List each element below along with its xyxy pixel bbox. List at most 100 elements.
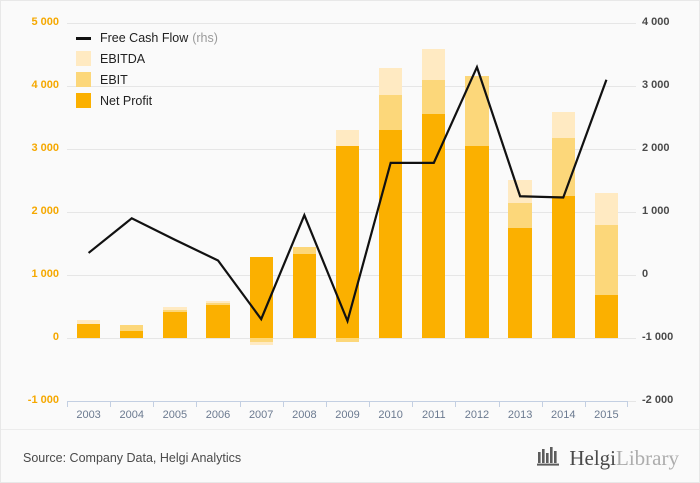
bar-group[interactable]	[551, 23, 575, 401]
bar-segment[interactable]	[76, 324, 101, 338]
x-axis-label: 2004	[119, 409, 144, 421]
bar-segment[interactable]	[120, 331, 144, 338]
bar-segment[interactable]	[335, 130, 360, 146]
x-axis-tick	[498, 401, 500, 407]
bar-segment[interactable]	[163, 307, 187, 310]
x-axis-label: 2015	[594, 409, 619, 421]
bar-segment[interactable]	[508, 228, 532, 338]
bar-group[interactable]	[206, 23, 230, 401]
source-note: Source: Company Data, Helgi Analytics	[23, 451, 242, 465]
bar-segment[interactable]	[465, 146, 489, 338]
bar-segment[interactable]	[465, 75, 489, 147]
bar-segment[interactable]	[594, 295, 619, 338]
brand-logo: Helgi Library	[537, 445, 679, 472]
bar-group[interactable]	[465, 23, 489, 401]
bar-segment[interactable]	[594, 193, 619, 225]
x-axis-label: 2008	[292, 409, 317, 421]
x-axis-label: 2003	[76, 409, 101, 421]
gridline	[67, 23, 628, 24]
plot-area	[67, 23, 636, 402]
bar-segment[interactable]	[120, 324, 144, 332]
bar-group[interactable]	[594, 23, 619, 401]
y-axis-right-tick	[628, 149, 636, 150]
bar-segment[interactable]	[292, 247, 316, 255]
legend-swatch-icon	[76, 93, 91, 108]
x-axis: 2003 2004 2005 2006 2007 2008 2009 2010 2011 2012…	[67, 401, 628, 425]
free-cash-flow-line[interactable]	[87, 64, 608, 325]
bar-group[interactable]	[508, 23, 532, 401]
y-axis-right-tick	[628, 212, 636, 213]
x-axis-tick	[627, 401, 628, 407]
legend-line-icon	[76, 30, 91, 45]
bar-segment[interactable]	[249, 256, 273, 338]
bar-segment[interactable]	[335, 338, 360, 342]
bar-group[interactable]	[292, 23, 316, 401]
bar-segment[interactable]	[551, 195, 575, 338]
legend-item-label: Net Profit	[100, 93, 153, 108]
helgi-library-logo-icon	[537, 445, 563, 472]
x-axis-tick	[67, 401, 68, 407]
gridline	[67, 86, 628, 87]
y-axis-left-tick-label: 5 000	[31, 16, 59, 28]
bar-segment[interactable]	[379, 94, 403, 131]
x-axis-label: 2011	[421, 409, 446, 421]
y-axis-left-tick-label: -1 000	[27, 394, 59, 406]
x-axis-tick	[282, 401, 284, 407]
bar-group[interactable]	[249, 23, 273, 401]
y-axis-right-tick-label: 4 000	[642, 16, 670, 28]
x-axis-line	[67, 401, 628, 402]
x-axis-label: 2012	[464, 409, 490, 421]
legend-swatch-icon	[76, 72, 91, 87]
bar-segment[interactable]	[422, 49, 446, 80]
x-axis-tick	[455, 401, 457, 407]
bar-group[interactable]	[422, 23, 446, 401]
x-axis-label: 2010	[378, 409, 403, 421]
bar-group[interactable]	[120, 23, 144, 401]
legend-item-label: EBITDA	[100, 51, 146, 66]
bar-segment[interactable]	[206, 304, 230, 338]
x-axis-label: 2013	[507, 409, 533, 421]
x-axis-tick	[369, 401, 371, 407]
y-axis-left-tick-label: 2 000	[31, 205, 59, 217]
bar-segment[interactable]	[206, 303, 230, 305]
bar-segment[interactable]	[508, 203, 532, 229]
x-axis-tick	[196, 401, 198, 407]
bar-segment[interactable]	[76, 320, 101, 325]
x-axis-tick	[153, 401, 155, 407]
bar-segment[interactable]	[594, 224, 619, 296]
bar-segment[interactable]	[422, 79, 446, 114]
bar-group[interactable]	[163, 23, 187, 401]
y-axis-right-tick-label: 1 000	[642, 205, 670, 217]
legend-item[interactable]: Net Profit	[76, 90, 218, 111]
x-axis-tick	[110, 401, 112, 407]
bar-group[interactable]	[335, 23, 360, 401]
bar-segment[interactable]	[379, 67, 403, 95]
bar-segment[interactable]	[163, 311, 187, 338]
bar-segment[interactable]	[551, 112, 575, 139]
y-axis-right-tick	[628, 86, 636, 87]
bar-segment[interactable]	[163, 309, 187, 312]
y-axis-right-tick-label: 3 000	[642, 79, 670, 91]
footer-divider	[1, 429, 699, 430]
x-axis-label: 2009	[335, 409, 360, 421]
y-axis-right-tick-label: 2 000	[642, 142, 670, 154]
legend-item[interactable]: EBITDA	[76, 48, 218, 69]
x-axis-tick	[584, 401, 586, 407]
x-axis-tick	[325, 401, 327, 407]
y-axis-left-tick-label: 1 000	[31, 268, 59, 280]
bar-segment[interactable]	[249, 338, 273, 343]
bar-segment[interactable]	[292, 254, 316, 338]
bar-group[interactable]	[76, 23, 101, 401]
legend-item[interactable]: EBIT	[76, 69, 218, 90]
bar-segment[interactable]	[249, 342, 273, 345]
brand-name-secondary: Library	[616, 446, 679, 470]
legend-item[interactable]: Free Cash Flow (rhs)	[76, 27, 218, 48]
bar-segment[interactable]	[206, 301, 230, 304]
bar-segment[interactable]	[422, 113, 446, 338]
y-axis-right-tick-label: -2 000	[642, 394, 674, 406]
brand-name-primary: Helgi	[569, 446, 617, 470]
x-axis-label: 2014	[551, 409, 576, 421]
legend-item-sublabel: (rhs)	[192, 30, 218, 45]
bar-segment[interactable]	[335, 145, 360, 338]
